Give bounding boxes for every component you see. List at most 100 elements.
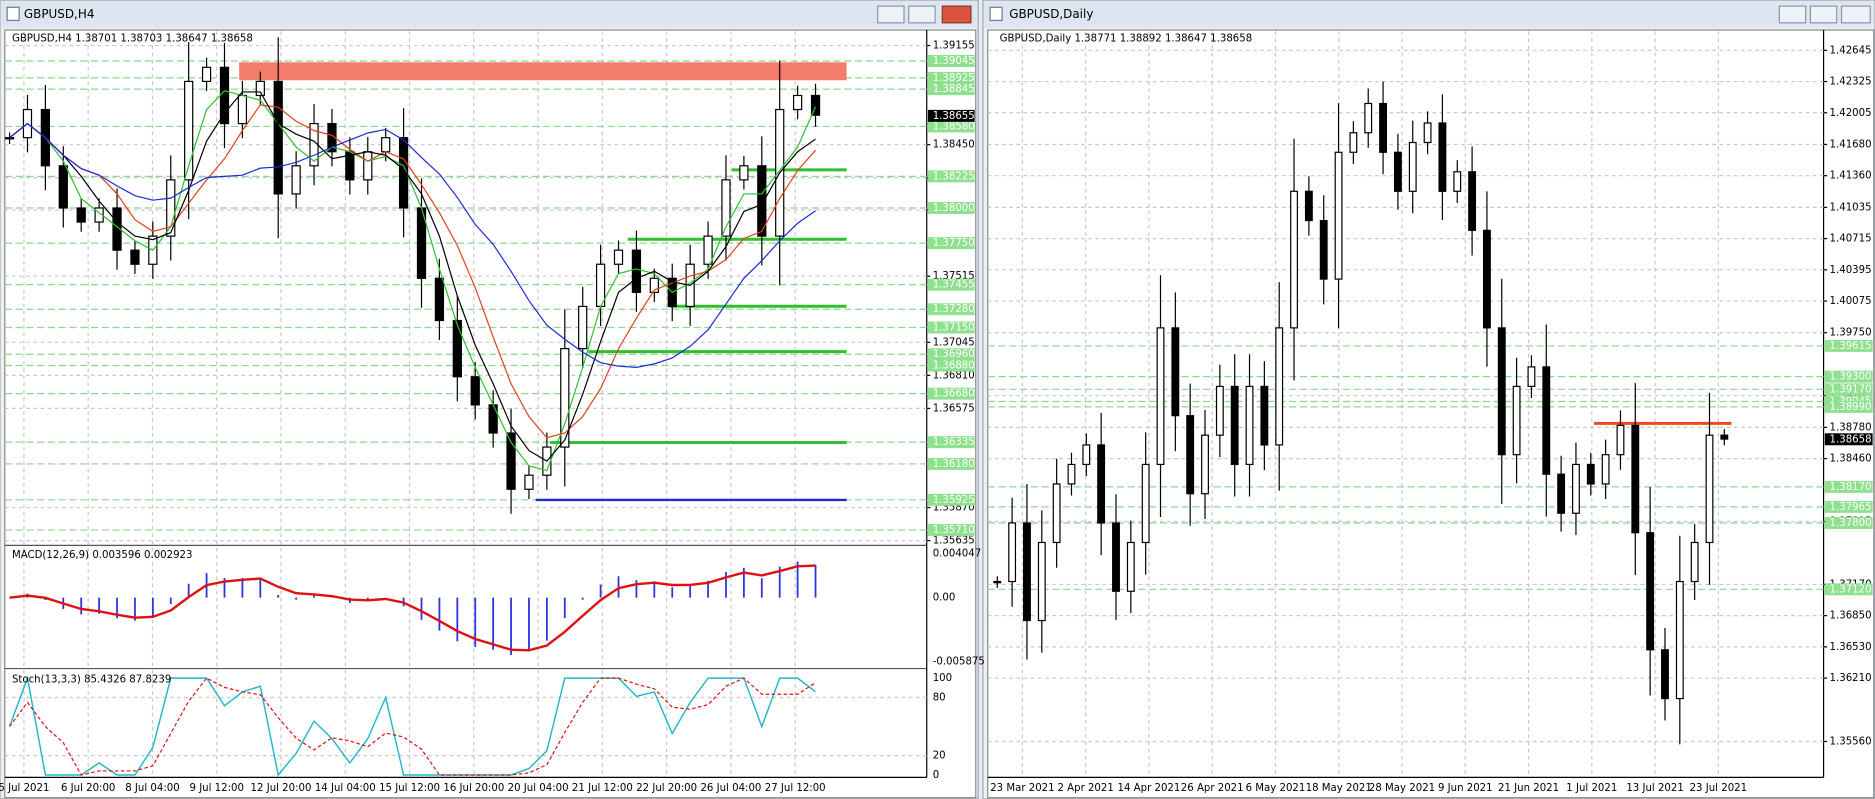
title-bar	[984, 1, 1874, 28]
candle	[1156, 327, 1165, 466]
time-label: 26 Apr 2021	[1181, 783, 1244, 794]
maximize-button[interactable]	[908, 5, 936, 24]
candle	[1690, 541, 1699, 583]
candle	[506, 432, 516, 490]
time-label: 5 Jul 2021	[0, 783, 49, 794]
time-label: 21 Jul 12:00	[572, 783, 633, 794]
macd-tick: -0.005875	[933, 656, 985, 667]
candle	[1275, 327, 1284, 446]
level-tag	[927, 387, 975, 400]
stoch-label: Stoch(13,3,3) 85.4326 87.8239	[12, 674, 171, 685]
current-price: 1.38658	[1830, 434, 1872, 445]
candle	[1364, 102, 1373, 134]
level-tag	[1824, 516, 1873, 529]
candle	[524, 474, 534, 490]
current-price-tag	[1824, 433, 1873, 446]
candle	[1230, 385, 1239, 466]
candle	[631, 249, 642, 293]
candle	[237, 94, 248, 125]
level-tag	[927, 436, 975, 449]
level-tag	[1824, 400, 1873, 413]
level-tag	[927, 303, 975, 316]
price-label: 1.41360	[1830, 171, 1872, 182]
minimize-button[interactable]	[877, 5, 905, 24]
price-label: 1.40395	[1830, 265, 1872, 276]
stoch-tick: 0	[933, 770, 939, 781]
time-label: 16 Jul 20:00	[443, 783, 504, 794]
time-label: 2 Apr 2021	[1057, 783, 1113, 794]
time-label: 15 Jul 12:00	[379, 783, 440, 794]
candle	[1141, 463, 1150, 544]
level-tag	[927, 348, 975, 361]
candle	[4, 137, 15, 140]
close-button[interactable]	[941, 5, 972, 24]
candle	[1675, 580, 1684, 700]
candle	[1572, 463, 1580, 514]
candle	[1586, 463, 1595, 485]
price-label: 1.35635	[933, 536, 975, 547]
close-button[interactable]	[1840, 5, 1871, 24]
price-label: 1.35870	[933, 503, 975, 514]
time-label: 18 May 2021	[1306, 783, 1372, 794]
candle	[1319, 219, 1328, 280]
minimize-button[interactable]	[1778, 5, 1807, 24]
price-label: 1.40715	[1830, 234, 1872, 245]
candle	[363, 151, 373, 181]
candle	[1542, 366, 1551, 475]
price-label: 1.36575	[933, 403, 975, 414]
level-label: 1.39170	[1830, 384, 1872, 395]
time-label: 9 Jul 12:00	[190, 783, 244, 794]
candle	[1334, 151, 1343, 280]
level-tag	[927, 278, 975, 291]
candle	[1482, 229, 1491, 329]
candle	[1408, 141, 1417, 192]
stoch-tick: 80	[933, 692, 946, 703]
moving-average	[9, 91, 816, 462]
candle	[649, 277, 659, 293]
time-label: 9 Jun 2021	[1438, 783, 1493, 794]
level-tag	[927, 170, 975, 183]
time-label: 12 Jul 20:00	[251, 783, 312, 794]
candle	[1245, 385, 1254, 466]
stoch-tick: 20	[933, 751, 946, 762]
stoch-main	[8, 675, 816, 777]
candle	[1023, 522, 1031, 622]
candle	[381, 137, 391, 153]
level-tag	[927, 237, 975, 250]
candle	[255, 80, 265, 97]
price-label: 1.42325	[1830, 77, 1872, 88]
maximize-button[interactable]	[1809, 5, 1838, 24]
candle	[58, 165, 68, 209]
candle	[94, 207, 104, 223]
candle	[1215, 385, 1224, 436]
candle	[1008, 522, 1017, 583]
candle	[1527, 366, 1536, 387]
time-label: 27 Jul 12:00	[765, 783, 826, 794]
level-label: 1.38990	[1830, 402, 1872, 413]
level-tag	[1824, 383, 1873, 396]
candle	[273, 80, 283, 195]
level-label: 1.39615	[1830, 341, 1872, 352]
candle	[613, 249, 624, 265]
level-tag	[927, 524, 975, 537]
candle	[1112, 522, 1120, 592]
time-label: 13 Jul 2021	[1626, 783, 1683, 794]
title-bar	[1, 1, 977, 28]
time-label: 14 Jul 04:00	[315, 783, 376, 794]
level-label: 1.35925	[933, 495, 975, 506]
price-label: 1.36810	[933, 370, 975, 381]
level-tag	[1824, 583, 1873, 596]
macd-label: MACD(12,26,9) 0.003596 0.002923	[12, 550, 193, 561]
price-label: 1.42005	[1830, 108, 1872, 119]
level-label: 1.38000	[933, 203, 975, 214]
candle	[166, 179, 176, 237]
candle	[1616, 424, 1625, 456]
level-tag	[927, 493, 975, 506]
chart-header: GBPUSD,Daily 1.38771 1.38892 1.38647 1.3…	[1000, 33, 1253, 44]
candle	[1601, 454, 1610, 485]
time-label: 23 Jul 2021	[1690, 783, 1747, 794]
macd-tick: 0.00	[933, 593, 956, 604]
level-label: 1.39045	[933, 56, 975, 67]
price-label: 1.41680	[1830, 139, 1872, 150]
